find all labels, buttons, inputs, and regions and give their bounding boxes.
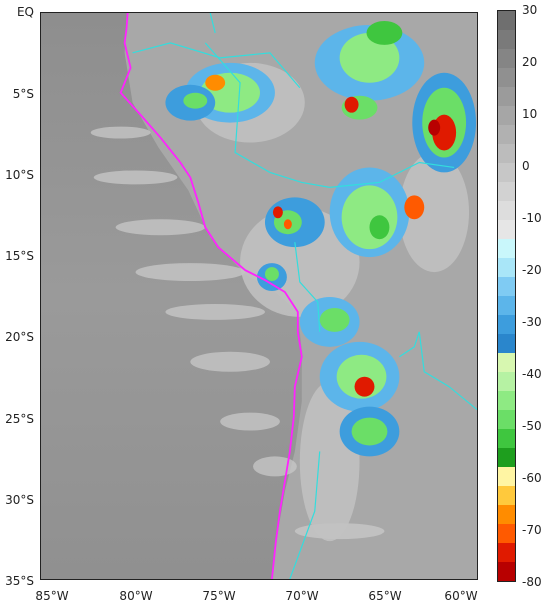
colorbar-segment — [498, 163, 515, 182]
colorbar-tick-label: -50 — [522, 419, 542, 433]
colorbar-segment — [498, 353, 515, 372]
colorbar-segment — [498, 106, 515, 125]
colorbar-tick-label: 0 — [522, 159, 530, 173]
colorbar-segment — [498, 182, 515, 201]
colorbar-segment — [498, 11, 515, 30]
lat-label-eq: EQ — [16, 5, 34, 19]
coastline — [119, 13, 303, 579]
colorbar-segment — [498, 49, 515, 68]
colorbar-segment — [498, 448, 515, 467]
colorbar-segment — [498, 467, 515, 486]
colorbar-tick-label: -60 — [522, 471, 542, 485]
colorbar-segment — [498, 68, 515, 87]
colorbar-tick-label: -30 — [522, 315, 542, 329]
lon-label-80w: 80°W — [119, 589, 153, 603]
lon-label-85w: 85°W — [35, 589, 69, 603]
political-borders — [132, 13, 477, 579]
colorbar-segment — [498, 125, 515, 144]
colorbar-tick-label: -10 — [522, 211, 542, 225]
lat-label-25s: 25°S — [5, 412, 34, 426]
lon-label-75w: 75°W — [202, 589, 236, 603]
lon-label-65w: 65°W — [368, 589, 402, 603]
colorbar-segment — [498, 543, 515, 562]
lat-label-20s: 20°S — [5, 330, 34, 344]
colorbar-segment — [498, 220, 515, 239]
cluster-central — [264, 167, 425, 258]
colorbar-segment — [498, 334, 515, 353]
lat-label-5s: 5°S — [12, 87, 34, 101]
cluster-south — [257, 263, 400, 457]
colorbar-tick-label: 30 — [522, 3, 538, 17]
colorbar-segment — [498, 296, 515, 315]
colorbar-segment — [498, 315, 515, 334]
colorbar-segment — [498, 505, 515, 524]
colorbar — [497, 10, 516, 582]
colorbar-segment — [498, 391, 515, 410]
colorbar-segment — [498, 87, 515, 106]
lon-label-60w: 60°W — [444, 589, 478, 603]
lat-label-35s: 35°S — [5, 574, 34, 588]
convective-clusters — [165, 20, 477, 457]
colorbar-segment — [498, 486, 515, 505]
satellite-map[interactable] — [40, 12, 478, 580]
cluster-north-central — [165, 62, 275, 123]
colorbar-segment — [498, 258, 515, 277]
colorbar-segment — [498, 144, 515, 163]
colorbar-segment — [498, 201, 515, 220]
colorbar-tick-label: -40 — [522, 367, 542, 381]
colorbar-tick-label: 20 — [522, 55, 538, 69]
colorbar-segment — [498, 410, 515, 429]
lat-label-15s: 15°S — [5, 249, 34, 263]
colorbar-segment — [498, 239, 515, 258]
colorbar-tick-label: -20 — [522, 263, 542, 277]
lat-label-10s: 10°S — [5, 168, 34, 182]
lon-label-70w: 70°W — [285, 589, 319, 603]
colorbar-segment — [498, 562, 515, 581]
colorbar-segment — [498, 30, 515, 49]
colorbar-tick-label: 10 — [522, 107, 538, 121]
colorbar-tick-label: -70 — [522, 523, 542, 537]
cluster-north-east — [314, 20, 425, 120]
lat-label-30s: 30°S — [5, 493, 34, 507]
colorbar-segment — [498, 372, 515, 391]
colorbar-segment — [498, 524, 515, 543]
satellite-map-svg — [41, 13, 477, 579]
colorbar-segment — [498, 277, 515, 296]
cluster-far-east — [412, 72, 477, 173]
colorbar-segment — [498, 429, 515, 448]
colorbar-tick-label: -80 — [522, 575, 542, 589]
